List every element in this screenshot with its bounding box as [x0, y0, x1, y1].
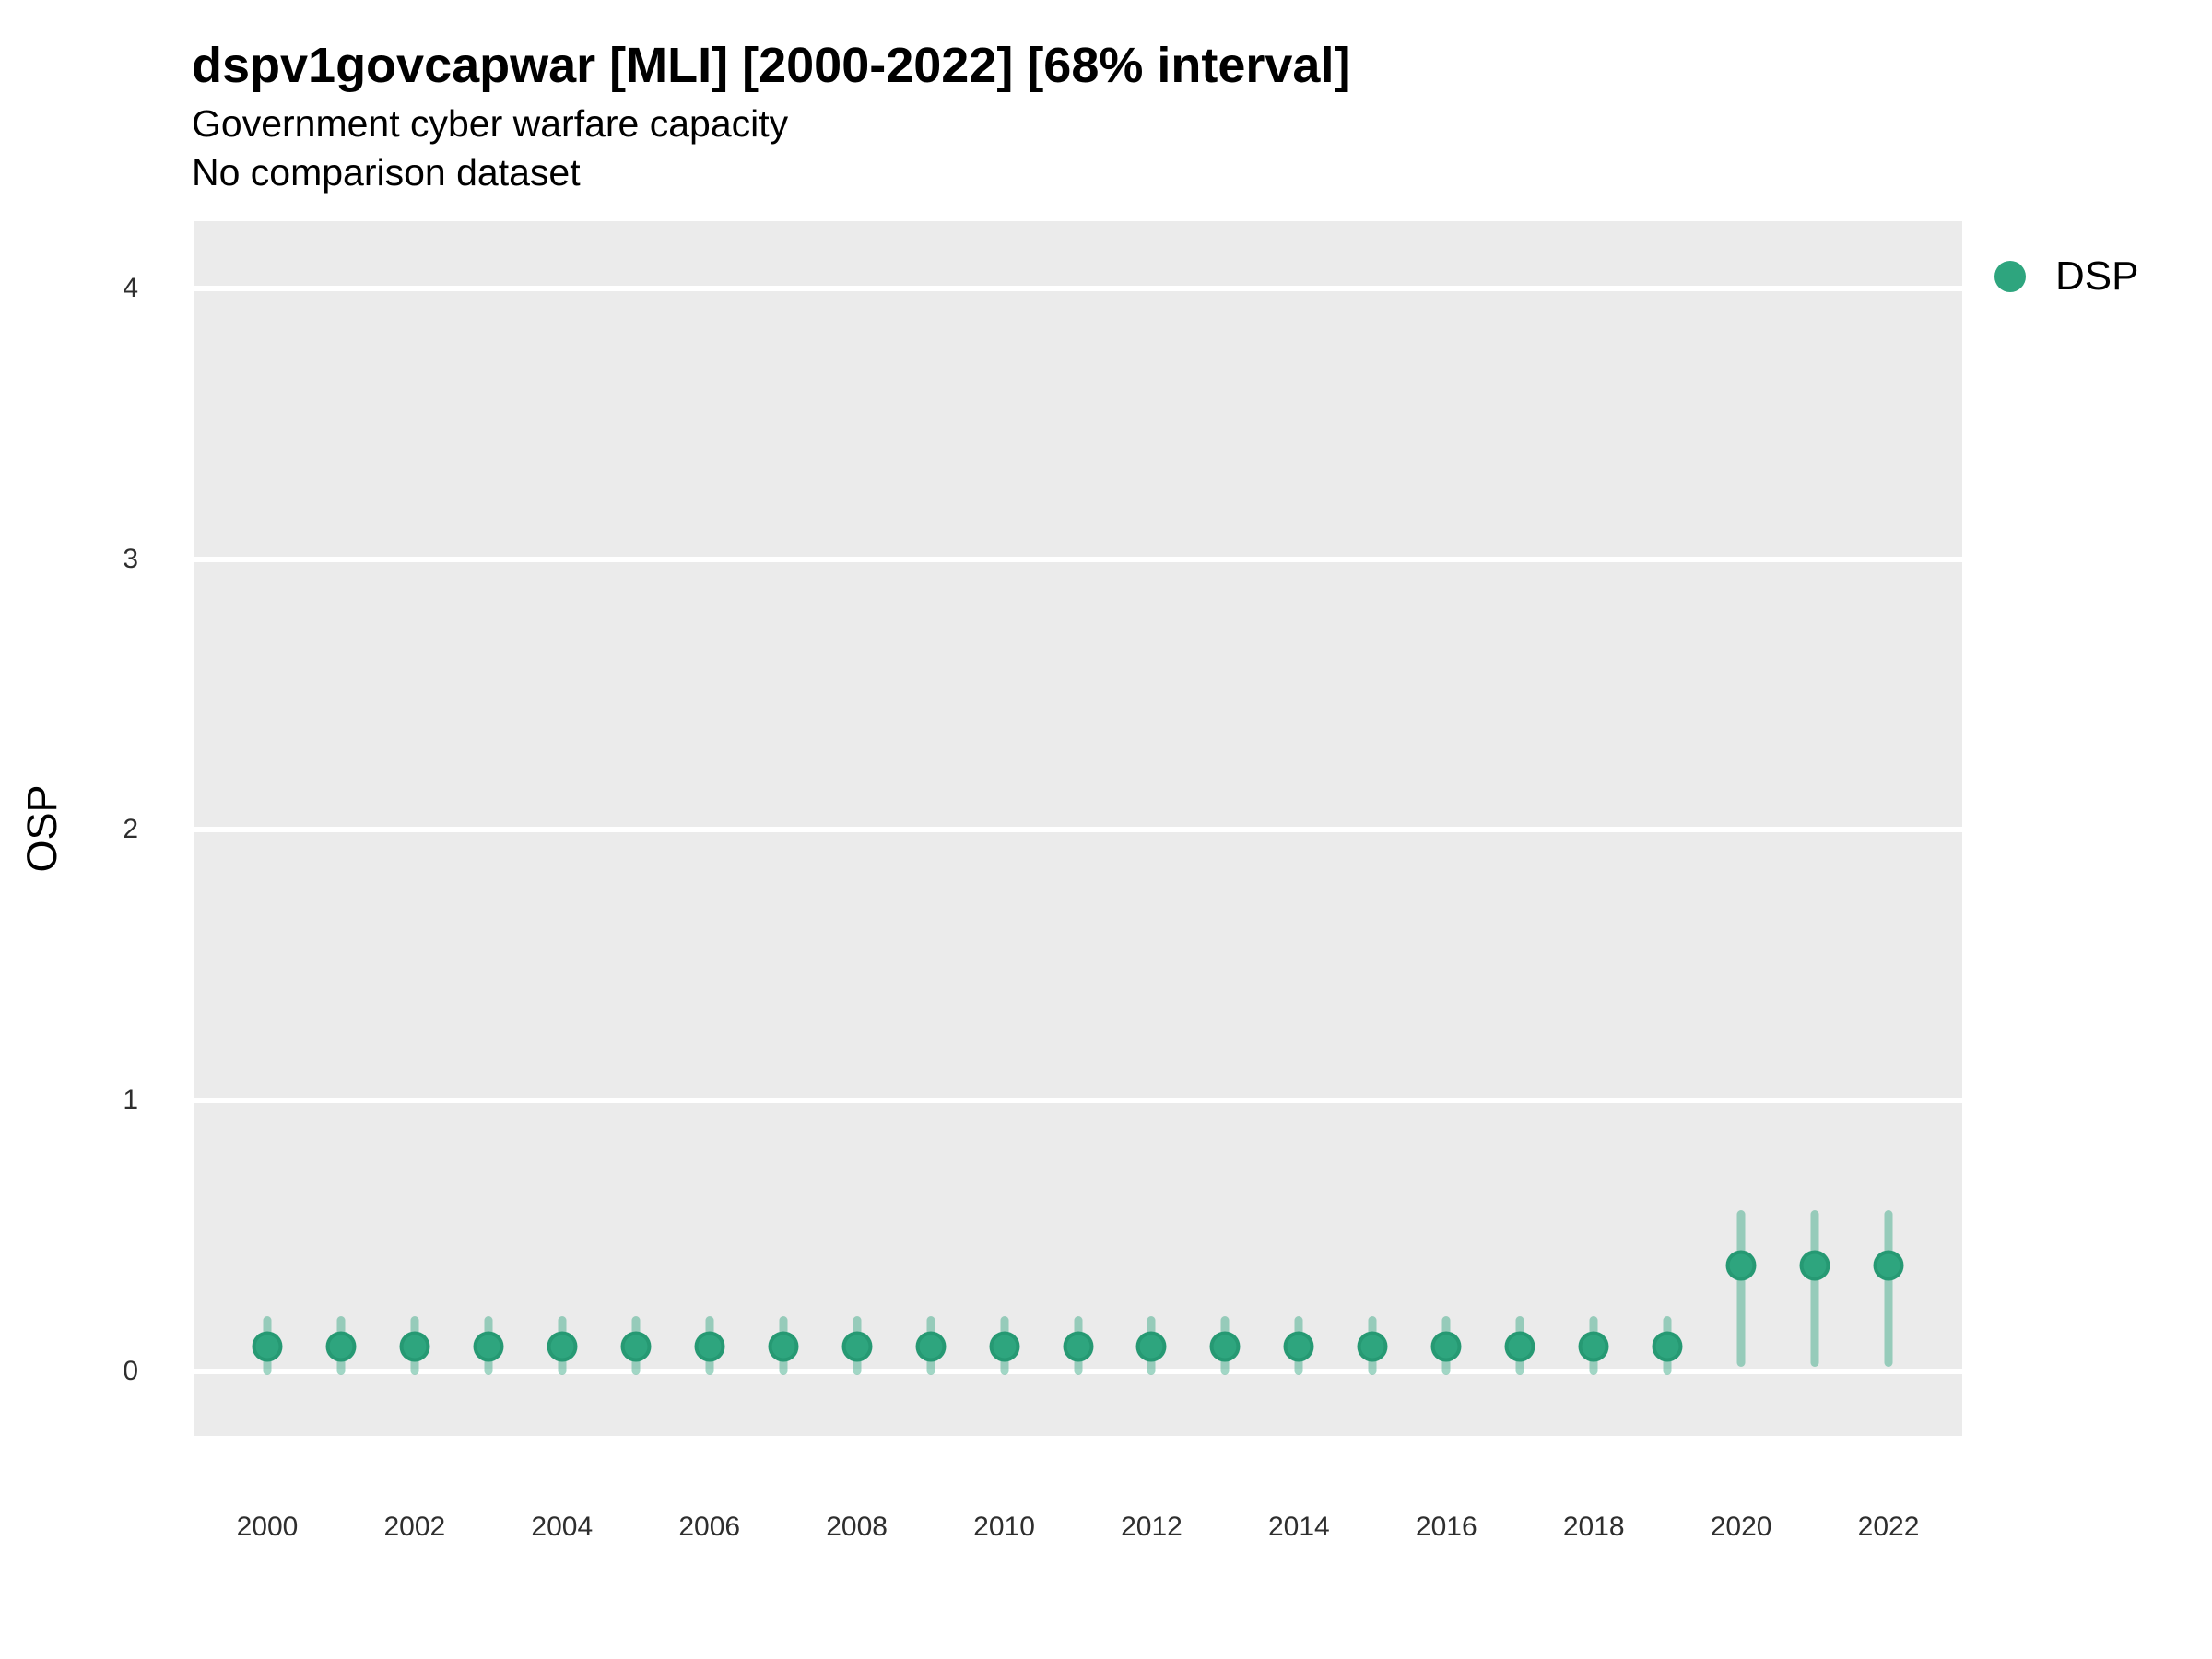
x-tick-label-2020: 2020: [1710, 1512, 1772, 1542]
data-point-2003: [473, 1331, 504, 1362]
data-point-2012: [1135, 1331, 1167, 1362]
data-point-2019: [1652, 1331, 1683, 1362]
data-point-2010: [989, 1331, 1020, 1362]
data-point-2000: [252, 1331, 283, 1362]
data-point-2021: [1799, 1250, 1830, 1281]
gridline-y-0: [194, 1368, 1962, 1374]
data-point-2011: [1063, 1331, 1093, 1362]
data-point-2016: [1430, 1331, 1462, 1362]
data-point-2002: [399, 1331, 430, 1362]
data-point-2014: [1283, 1331, 1314, 1362]
chart-title: dspv1govcapwar [MLI] [2000-2022] [68% in…: [192, 38, 1351, 93]
data-point-2017: [1504, 1331, 1535, 1362]
x-tick-label-2014: 2014: [1268, 1512, 1330, 1542]
x-tick-label-2008: 2008: [826, 1512, 888, 1542]
data-point-2004: [547, 1331, 578, 1362]
data-point-2007: [768, 1331, 799, 1362]
gridline-y-4: [194, 286, 1962, 292]
y-tick-label-4: 4: [123, 273, 138, 304]
legend-label: DSP: [2055, 253, 2139, 299]
x-tick-label-2000: 2000: [236, 1512, 299, 1542]
x-tick-label-2022: 2022: [1857, 1512, 1920, 1542]
y-tick-label-0: 0: [123, 1355, 138, 1386]
data-point-2022: [1873, 1250, 1904, 1281]
gridline-y-1: [194, 1098, 1962, 1103]
data-point-2020: [1725, 1250, 1757, 1281]
data-point-2008: [841, 1331, 873, 1362]
y-tick-label-3: 3: [123, 543, 138, 574]
legend-point-icon: [1994, 261, 2026, 292]
x-tick-label-2012: 2012: [1121, 1512, 1182, 1542]
data-point-2006: [694, 1331, 725, 1362]
interval-bar-2022: [1884, 1210, 1893, 1367]
data-point-2015: [1357, 1331, 1388, 1362]
x-tick-label-2016: 2016: [1415, 1512, 1477, 1542]
y-tick-label-2: 2: [123, 814, 138, 845]
data-point-2005: [620, 1331, 652, 1362]
gridline-y-2: [194, 827, 1962, 833]
y-axis-title: OSP: [18, 784, 65, 873]
plot-panel: [194, 221, 1962, 1436]
data-point-2018: [1578, 1331, 1609, 1362]
gridline-y-3: [194, 556, 1962, 562]
chart-subtitle-line2: No comparison dataset: [192, 151, 581, 194]
data-point-2001: [325, 1331, 357, 1362]
chart-subtitle-line1: Government cyber warfare capacity: [192, 102, 789, 145]
x-tick-label-2002: 2002: [383, 1512, 446, 1542]
x-tick-label-2006: 2006: [678, 1512, 741, 1542]
data-point-2009: [915, 1331, 947, 1362]
x-tick-label-2018: 2018: [1562, 1512, 1625, 1542]
interval-bar-2020: [1736, 1210, 1746, 1367]
x-tick-label-2010: 2010: [973, 1512, 1035, 1542]
data-point-2013: [1209, 1331, 1241, 1362]
x-tick-label-2004: 2004: [531, 1512, 594, 1542]
y-tick-label-1: 1: [123, 1085, 138, 1115]
interval-bar-2021: [1810, 1210, 1819, 1367]
